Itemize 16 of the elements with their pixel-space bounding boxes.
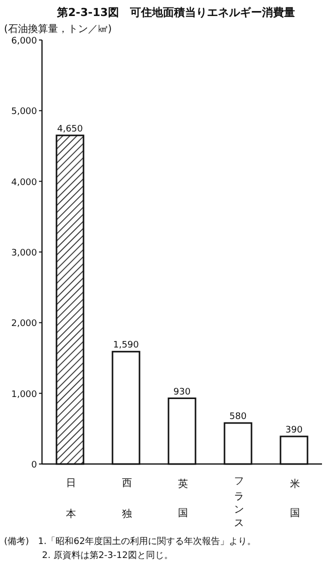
- y-tick-label: 5,000: [11, 107, 38, 118]
- y-tick-label: 4,000: [11, 178, 38, 188]
- data-label: 580: [229, 412, 247, 422]
- data-label: 4,650: [57, 124, 84, 134]
- y-axis-title: (石油換算量，トン／㎢): [4, 23, 112, 35]
- y-tick-label: 0: [31, 460, 38, 470]
- chart-title: 第2-3-13図 可住地面積当りエネルギー消費量: [56, 6, 295, 19]
- y-tick-label: 1,000: [11, 390, 38, 400]
- y-tick-label: 6,000: [11, 36, 38, 46]
- text: 2. 原資料は第2-3-12図と同じ。: [42, 550, 173, 561]
- data-label: 930: [173, 387, 191, 398]
- y-tick-label: 2,000: [11, 319, 38, 330]
- y-tick-label: 3,000: [11, 248, 38, 258]
- data-label: 1,590: [113, 340, 140, 351]
- text: (備考) 1.「昭和62年度国土の利用に関する年次報告」より。: [4, 536, 256, 547]
- data-label: 390: [285, 425, 303, 436]
